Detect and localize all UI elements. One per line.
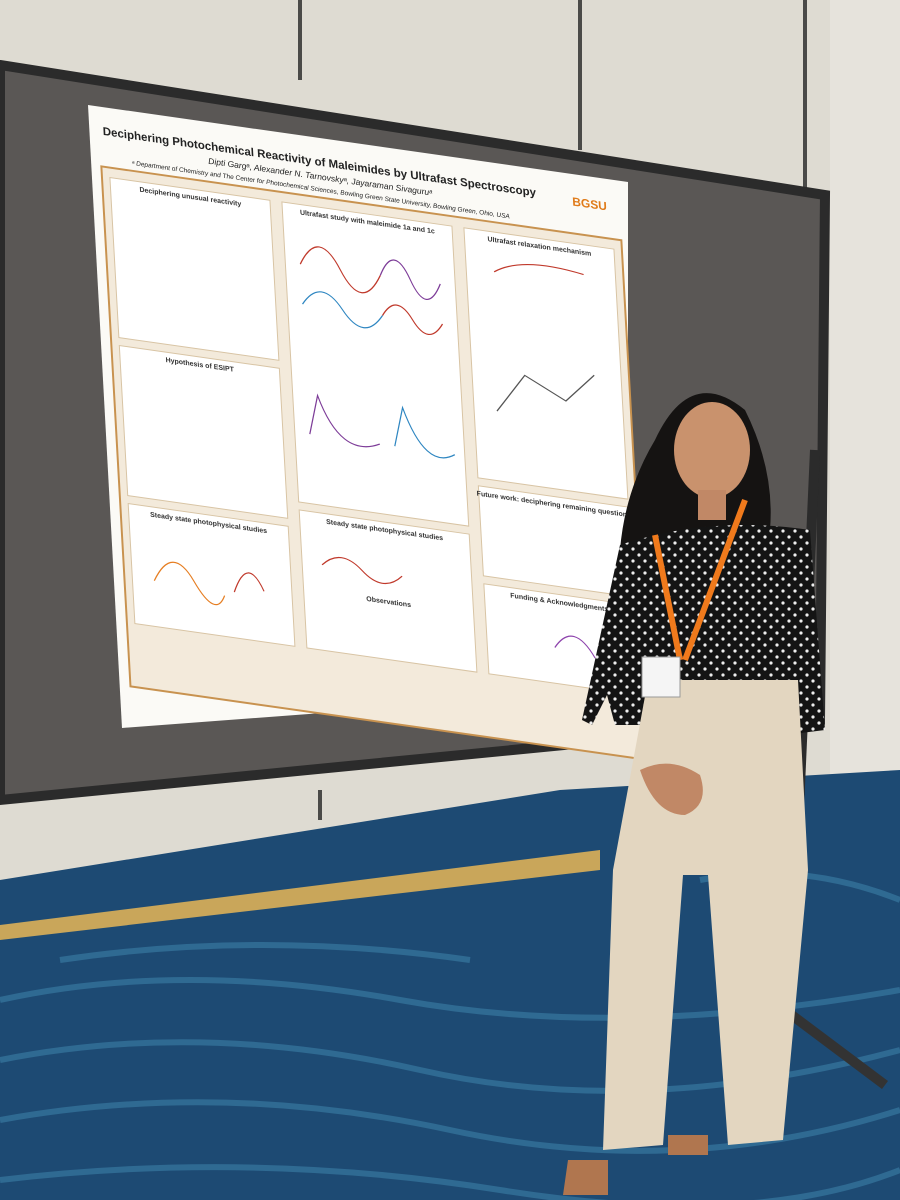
plot-sketches (153, 246, 596, 659)
panels (109, 176, 640, 696)
neck (698, 490, 726, 520)
face (674, 402, 750, 498)
carpet-stripe (0, 850, 600, 940)
wall-panel (830, 0, 900, 790)
poster-content: Deciphering Photochemical Reactivity of … (100, 126, 652, 762)
person (563, 393, 825, 1195)
lanyard (652, 498, 748, 662)
board-foot (782, 1006, 888, 1089)
wall-seams (298, 0, 807, 820)
feet (563, 1135, 708, 1195)
badge (641, 656, 681, 698)
hands (640, 763, 703, 815)
logo: BGSU (572, 195, 607, 214)
